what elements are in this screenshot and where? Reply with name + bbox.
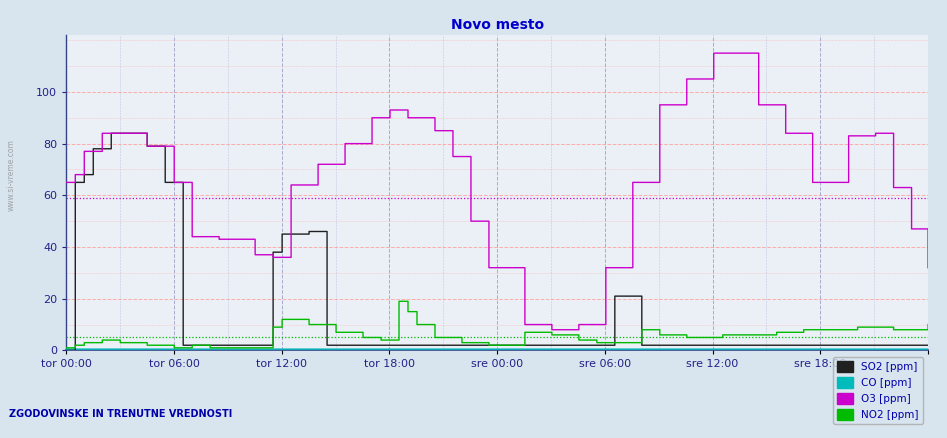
Title: Novo mesto: Novo mesto — [451, 18, 544, 32]
Legend: SO2 [ppm], CO [ppm], O3 [ppm], NO2 [ppm]: SO2 [ppm], CO [ppm], O3 [ppm], NO2 [ppm] — [833, 357, 923, 424]
Text: www.si-vreme.com: www.si-vreme.com — [7, 139, 16, 211]
Text: ZGODOVINSKE IN TRENUTNE VREDNOSTI: ZGODOVINSKE IN TRENUTNE VREDNOSTI — [9, 409, 233, 419]
